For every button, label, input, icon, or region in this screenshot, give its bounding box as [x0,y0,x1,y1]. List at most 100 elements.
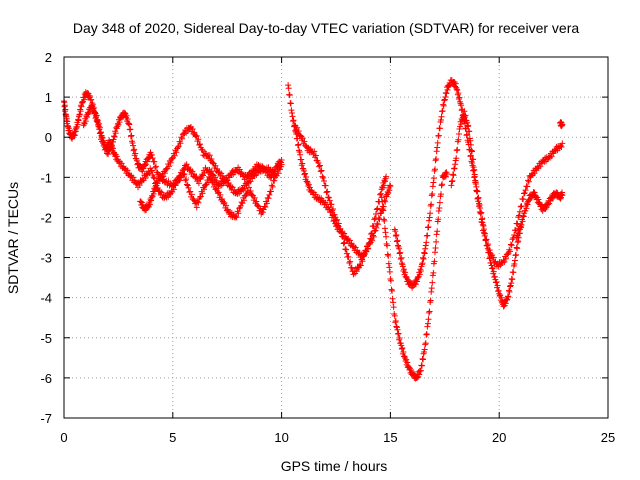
data-point [291,123,298,130]
data-point [151,158,158,165]
data-point [439,181,446,188]
data-point [359,258,366,265]
data-point [429,279,436,286]
data-point [397,256,404,263]
data-point [61,102,68,109]
data-point [195,199,202,206]
data-point [296,148,303,155]
data-point [224,206,231,213]
data-point [384,242,391,249]
data-point [439,107,446,114]
data-point [444,86,451,93]
data-point [208,168,215,175]
data-point [387,277,394,284]
data-point [427,210,434,217]
data-point [489,264,496,271]
data-point [345,254,352,261]
data-point [428,288,435,295]
data-point [319,173,326,180]
data-point [193,204,200,211]
data-point [522,187,529,194]
data-point [346,260,353,267]
data-point [524,201,531,208]
data-point [393,238,400,245]
data-point [435,208,442,215]
data-point [453,147,460,154]
data-point [323,189,330,196]
data-point [334,216,341,223]
y-tick-label: 0 [45,130,52,145]
data-point [464,123,471,130]
series-track-b [80,101,285,221]
y-tick-label: -7 [40,411,52,426]
data-point [86,92,93,99]
data-point [124,116,131,123]
data-point [96,130,103,137]
data-point [417,367,424,374]
data-point [386,187,393,194]
data-point [547,197,554,204]
data-point [206,152,213,159]
data-point [94,117,101,124]
data-point [432,245,439,252]
data-point [520,212,527,219]
data-point [397,249,404,256]
data-point [451,165,458,172]
data-point [473,187,480,194]
data-point [421,250,428,257]
data-point [481,232,488,239]
data-point [428,201,435,208]
data-point [223,202,230,209]
x-tick-label: 5 [169,430,176,445]
data-point [321,177,328,184]
data-point [425,224,432,231]
data-point [144,158,151,165]
data-point [443,90,450,97]
data-point [172,182,179,189]
y-tick-label: 2 [45,50,52,65]
data-point [404,359,411,366]
data-point [514,245,521,252]
data-point [112,130,119,137]
data-point [513,244,520,251]
data-point [288,110,295,117]
data-point [420,356,427,363]
data-point [299,160,306,167]
data-point [464,119,471,126]
data-point [94,118,101,125]
data-point [424,320,431,327]
data-point [396,250,403,257]
data-point [452,80,459,87]
data-point [510,269,517,276]
data-point [517,203,524,210]
data-point [458,107,465,114]
data-point [78,103,85,110]
data-point [392,319,399,326]
data-point [416,271,423,278]
data-point [148,197,155,204]
data-point [341,239,348,246]
data-point [385,252,392,259]
data-point [195,180,202,187]
data-point [505,287,512,294]
data-point [402,269,409,276]
data-point [440,101,447,108]
data-point [148,167,155,174]
data-point [504,251,511,258]
data-point [338,229,345,236]
data-point [385,260,392,267]
x-tick-label: 15 [383,430,397,445]
data-point [152,163,159,170]
data-point [478,209,485,216]
data-point [455,90,462,97]
data-point [395,242,402,249]
data-point [503,255,509,262]
data-point [363,248,370,255]
data-point [390,299,397,306]
data-point [395,331,402,338]
series-track-e [291,122,394,278]
data-point [422,341,429,348]
data-point [390,304,397,311]
data-point [490,268,497,275]
data-point [495,287,502,294]
